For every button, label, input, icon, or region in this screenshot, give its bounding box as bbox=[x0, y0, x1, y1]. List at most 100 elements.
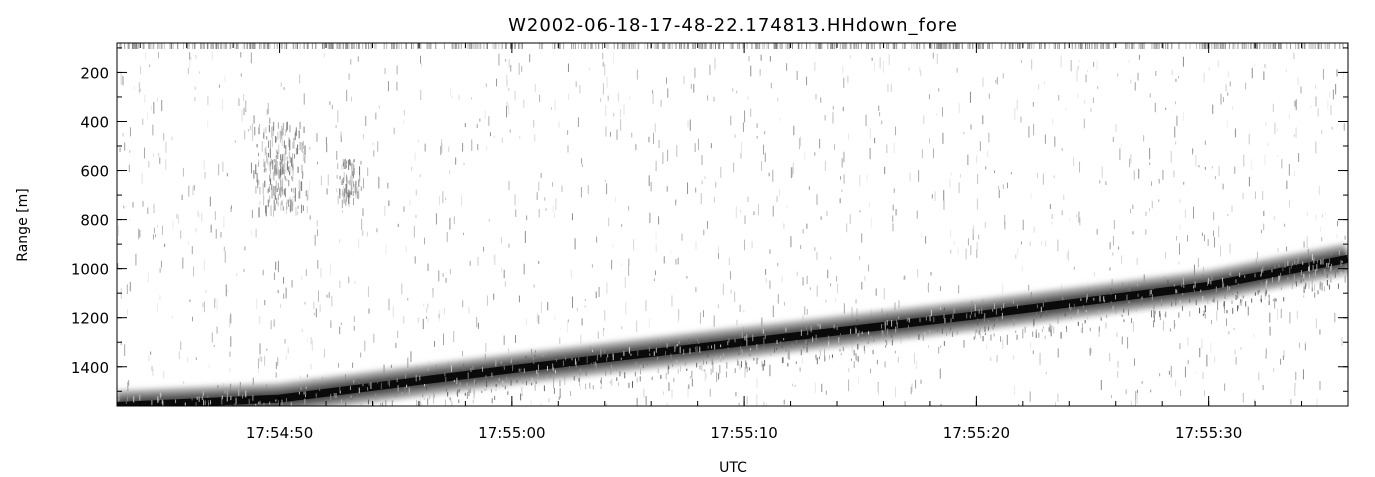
speckle bbox=[514, 335, 516, 343]
trace-speckle bbox=[744, 366, 746, 369]
trace-speckle bbox=[255, 407, 256, 413]
speckle bbox=[242, 43, 244, 49]
trace-speckle bbox=[1128, 286, 1130, 291]
speckle bbox=[129, 281, 131, 292]
speckle bbox=[425, 316, 427, 319]
trace-speckle bbox=[1049, 323, 1051, 328]
speckle bbox=[1108, 43, 1110, 49]
speckle bbox=[786, 63, 788, 71]
speckle bbox=[323, 348, 325, 358]
trace-speckle bbox=[1181, 281, 1183, 288]
trace-speckle bbox=[1189, 311, 1191, 317]
clutter-speckle bbox=[274, 164, 276, 170]
speckle bbox=[176, 213, 178, 219]
speckle bbox=[1006, 334, 1008, 345]
speckle bbox=[741, 142, 743, 154]
trace-speckle bbox=[1233, 286, 1235, 289]
speckle bbox=[367, 167, 369, 177]
speckle bbox=[1156, 43, 1158, 49]
speckle bbox=[1173, 320, 1175, 329]
speckle bbox=[1315, 214, 1317, 221]
trace-speckle bbox=[1281, 286, 1283, 291]
speckle bbox=[385, 43, 387, 49]
clutter-speckle bbox=[261, 141, 263, 152]
speckle bbox=[1226, 120, 1228, 128]
trace-speckle bbox=[1182, 292, 1184, 296]
speckle bbox=[832, 106, 834, 110]
speckle bbox=[206, 43, 208, 49]
speckle bbox=[675, 199, 677, 203]
speckle bbox=[777, 97, 779, 102]
speckle bbox=[697, 138, 699, 151]
speckle bbox=[197, 210, 199, 217]
trace-speckle bbox=[207, 395, 209, 398]
clutter-speckle bbox=[267, 158, 269, 166]
speckle bbox=[170, 43, 172, 49]
trace-speckle bbox=[606, 356, 608, 362]
trace-speckle bbox=[1280, 272, 1282, 279]
trace-speckle bbox=[992, 325, 994, 330]
trace-speckle bbox=[429, 392, 431, 400]
speckle bbox=[851, 341, 853, 353]
speckle bbox=[306, 374, 308, 378]
trace-speckle bbox=[1302, 261, 1304, 265]
trace-speckle bbox=[139, 394, 141, 401]
trace-speckle bbox=[884, 321, 886, 326]
speckle bbox=[314, 234, 316, 246]
speckle bbox=[1231, 205, 1233, 213]
speckle bbox=[462, 232, 464, 235]
clutter-speckle bbox=[351, 170, 353, 182]
trace-speckle bbox=[459, 382, 461, 387]
speckle bbox=[1048, 43, 1050, 49]
trace-speckle bbox=[339, 385, 341, 391]
speckle bbox=[985, 166, 987, 170]
speckle bbox=[595, 291, 597, 299]
clutter-speckle bbox=[264, 161, 266, 171]
trace-speckle bbox=[162, 400, 164, 406]
speckle bbox=[1083, 118, 1085, 129]
trace-speckle bbox=[1329, 258, 1331, 265]
speckle bbox=[781, 43, 783, 49]
trace-speckle bbox=[992, 308, 994, 312]
trace-speckle bbox=[481, 390, 483, 394]
speckle bbox=[742, 43, 744, 49]
clutter-speckle bbox=[266, 152, 268, 163]
trace-speckle bbox=[980, 333, 982, 339]
trace-speckle bbox=[1003, 302, 1005, 309]
trace-speckle bbox=[176, 429, 177, 435]
noise-speckle-layer bbox=[117, 43, 1348, 406]
speckle bbox=[666, 402, 668, 406]
speckle bbox=[533, 120, 535, 128]
speckle bbox=[608, 43, 610, 49]
speckle bbox=[777, 43, 779, 49]
trace-speckle bbox=[156, 408, 157, 410]
speckle bbox=[1288, 164, 1290, 176]
trace-speckle bbox=[1040, 306, 1042, 313]
speckle bbox=[1241, 43, 1243, 49]
speckle bbox=[299, 74, 301, 84]
trace-speckle bbox=[686, 368, 688, 371]
speckle bbox=[1118, 246, 1120, 250]
trace-speckle bbox=[562, 360, 564, 367]
speckle bbox=[602, 328, 604, 337]
trace-speckle bbox=[127, 396, 129, 402]
speckle bbox=[773, 43, 775, 49]
trace-speckle bbox=[447, 391, 449, 397]
trace-speckle bbox=[521, 393, 523, 397]
clutter-speckle bbox=[292, 201, 294, 212]
speckle bbox=[1066, 252, 1068, 259]
speckle bbox=[577, 117, 579, 128]
speckle bbox=[127, 382, 129, 392]
speckle bbox=[501, 267, 503, 273]
speckle bbox=[385, 400, 387, 406]
speckle bbox=[892, 223, 894, 232]
speckle bbox=[215, 228, 217, 239]
trace-speckle bbox=[1344, 275, 1346, 283]
speckle bbox=[273, 43, 275, 49]
clutter-speckle bbox=[278, 169, 280, 179]
trace-speckle bbox=[585, 369, 587, 376]
speckle bbox=[442, 273, 444, 277]
clutter-speckle bbox=[286, 178, 288, 182]
speckle bbox=[1295, 43, 1297, 49]
trace-speckle bbox=[855, 352, 857, 358]
